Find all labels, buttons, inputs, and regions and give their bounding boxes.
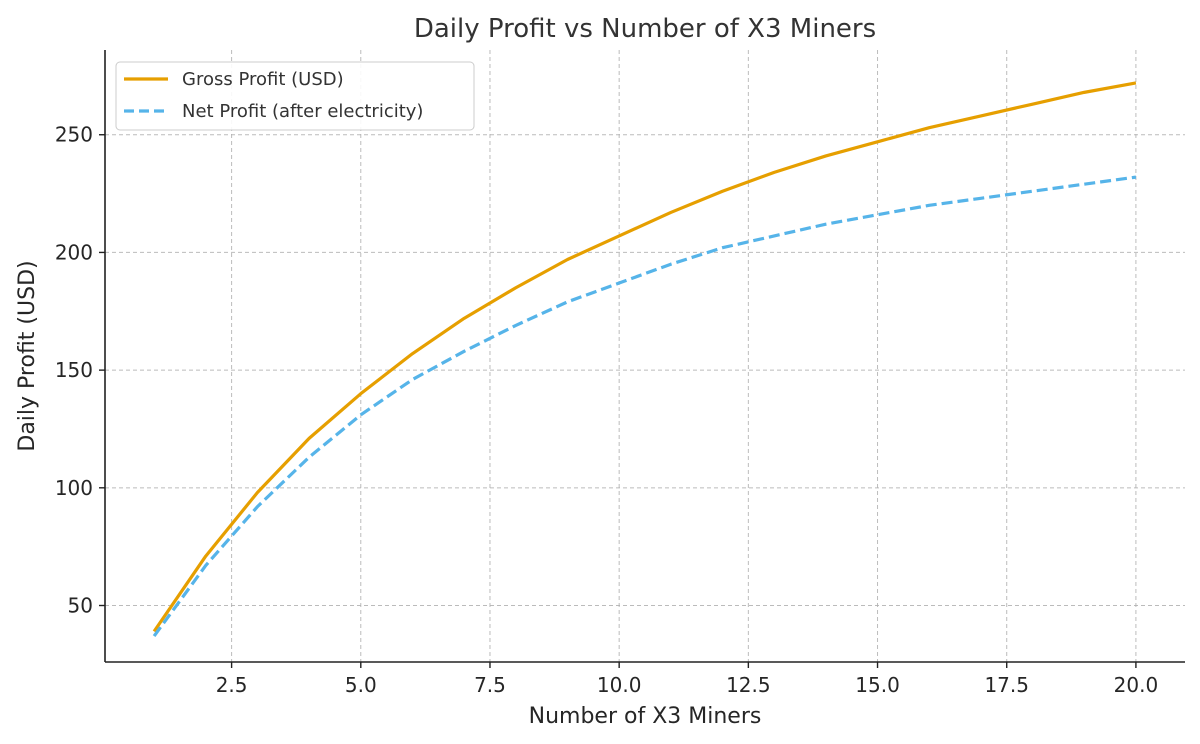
x-tick-label: 7.5 xyxy=(474,673,506,697)
y-tick-label: 50 xyxy=(68,594,93,618)
grid-layer xyxy=(105,50,1185,662)
legend-label-net-profit: Net Profit (after electricity) xyxy=(182,101,423,122)
legend-box xyxy=(115,61,475,131)
series-line-net-profit xyxy=(152,175,1137,638)
y-tick-label: 150 xyxy=(55,358,93,382)
x-tick-label: 17.5 xyxy=(984,673,1029,697)
series-layer xyxy=(152,81,1137,638)
axes-layer: 2.5 5.0 7.5 10.0 12.5 15.0 17.5 20.0 50 100 150 200… xyxy=(55,50,1185,697)
x-tick-label: 10.0 xyxy=(597,673,642,697)
x-axis-label: Number of X3 Miners xyxy=(529,704,762,729)
legend-label-gross-profit: Gross Profit (USD) xyxy=(182,69,344,90)
y-tick-label: 250 xyxy=(55,123,93,147)
x-tick-label: 15.0 xyxy=(855,673,900,697)
chart-title: Daily Profit vs Number of X3 Miners xyxy=(414,14,876,44)
y-axis-label: Daily Profit (USD) xyxy=(15,260,40,451)
legend: Gross Profit (USD) Net Profit (after ele… xyxy=(115,61,475,131)
x-tick-label: 5.0 xyxy=(345,673,377,697)
y-tick-label: 200 xyxy=(55,240,93,264)
x-tick-label: 12.5 xyxy=(726,673,771,697)
x-tick-label: 2.5 xyxy=(216,673,248,697)
y-tick-label: 100 xyxy=(55,476,93,500)
series-line-gross-profit xyxy=(152,81,1137,633)
x-tick-label: 20.0 xyxy=(1114,673,1159,697)
